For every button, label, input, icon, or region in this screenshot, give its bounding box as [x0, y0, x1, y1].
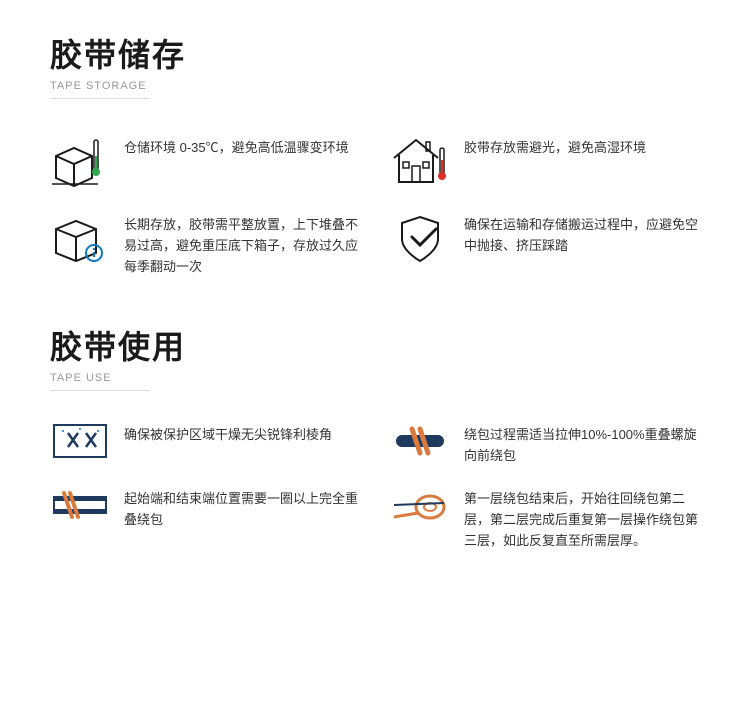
clean-surface-icon — [50, 421, 110, 461]
use-item-text: 第一层绕包结束后，开始往回绕包第二层，第二层完成后重复第一层操作绕包第三层，如此… — [464, 485, 700, 551]
section-title-cn: 胶带储存 — [50, 30, 700, 76]
storage-item: 确保在运输和存储搬运过程中，应避免空中抛接、挤压踩踏 — [390, 211, 700, 277]
storage-item-text: 确保在运输和存储搬运过程中，应避免空中抛接、挤压踩踏 — [464, 211, 700, 257]
section-title-en: TAPE USE — [50, 372, 150, 391]
house-thermometer-icon — [390, 134, 450, 189]
section-storage: 胶带储存 TAPE STORAGE 仓储环境 0-35℃，避免高低温骤变环境 — [50, 30, 700, 277]
shield-check-icon — [390, 211, 450, 266]
use-item-text: 绕包过程需适当拉伸10%-100%重叠螺旋向前绕包 — [464, 421, 700, 467]
section-title-cn: 胶带使用 — [50, 322, 700, 368]
storage-item-text: 胶带存放需避光，避免高湿环境 — [464, 134, 646, 159]
storage-item: 仓储环境 0-35℃，避免高低温骤变环境 — [50, 134, 360, 189]
section-use: 胶带使用 TAPE USE 确保被保护区域干燥无尖锐锋利棱角 — [50, 322, 700, 551]
use-item: 起始端和结束端位置需要一圈以上完全重叠绕包 — [50, 485, 360, 551]
storage-item-text: 仓储环境 0-35℃，避免高低温骤变环境 — [124, 134, 349, 159]
storage-item: 长期存放，胶带需平整放置，上下堆叠不易过高，避免重压底下箱子，存放过久应每季翻动… — [50, 211, 360, 277]
use-grid: 确保被保护区域干燥无尖锐锋利棱角 绕包过程需适当拉伸10%-100%重叠螺旋向前… — [50, 421, 700, 551]
wrap-spiral-icon — [390, 421, 450, 461]
storage-item-text: 长期存放，胶带需平整放置，上下堆叠不易过高，避免重压底下箱子，存放过久应每季翻动… — [124, 211, 360, 277]
tape-roll-icon — [390, 485, 450, 525]
use-item-text: 起始端和结束端位置需要一圈以上完全重叠绕包 — [124, 485, 360, 531]
use-item: 绕包过程需适当拉伸10%-100%重叠螺旋向前绕包 — [390, 421, 700, 467]
storage-grid: 仓储环境 0-35℃，避免高低温骤变环境 胶带存放需避光，避免高湿环境 — [50, 134, 700, 277]
use-item: 确保被保护区域干燥无尖锐锋利棱角 — [50, 421, 360, 467]
section-title-en: TAPE STORAGE — [50, 80, 150, 99]
box-thermometer-icon — [50, 134, 110, 189]
wrap-end-icon — [50, 485, 110, 525]
use-item-text: 确保被保护区域干燥无尖锐锋利棱角 — [124, 421, 332, 446]
storage-item: 胶带存放需避光，避免高湿环境 — [390, 134, 700, 189]
use-item: 第一层绕包结束后，开始往回绕包第二层，第二层完成后重复第一层操作绕包第三层，如此… — [390, 485, 700, 551]
box-info-icon — [50, 211, 110, 266]
